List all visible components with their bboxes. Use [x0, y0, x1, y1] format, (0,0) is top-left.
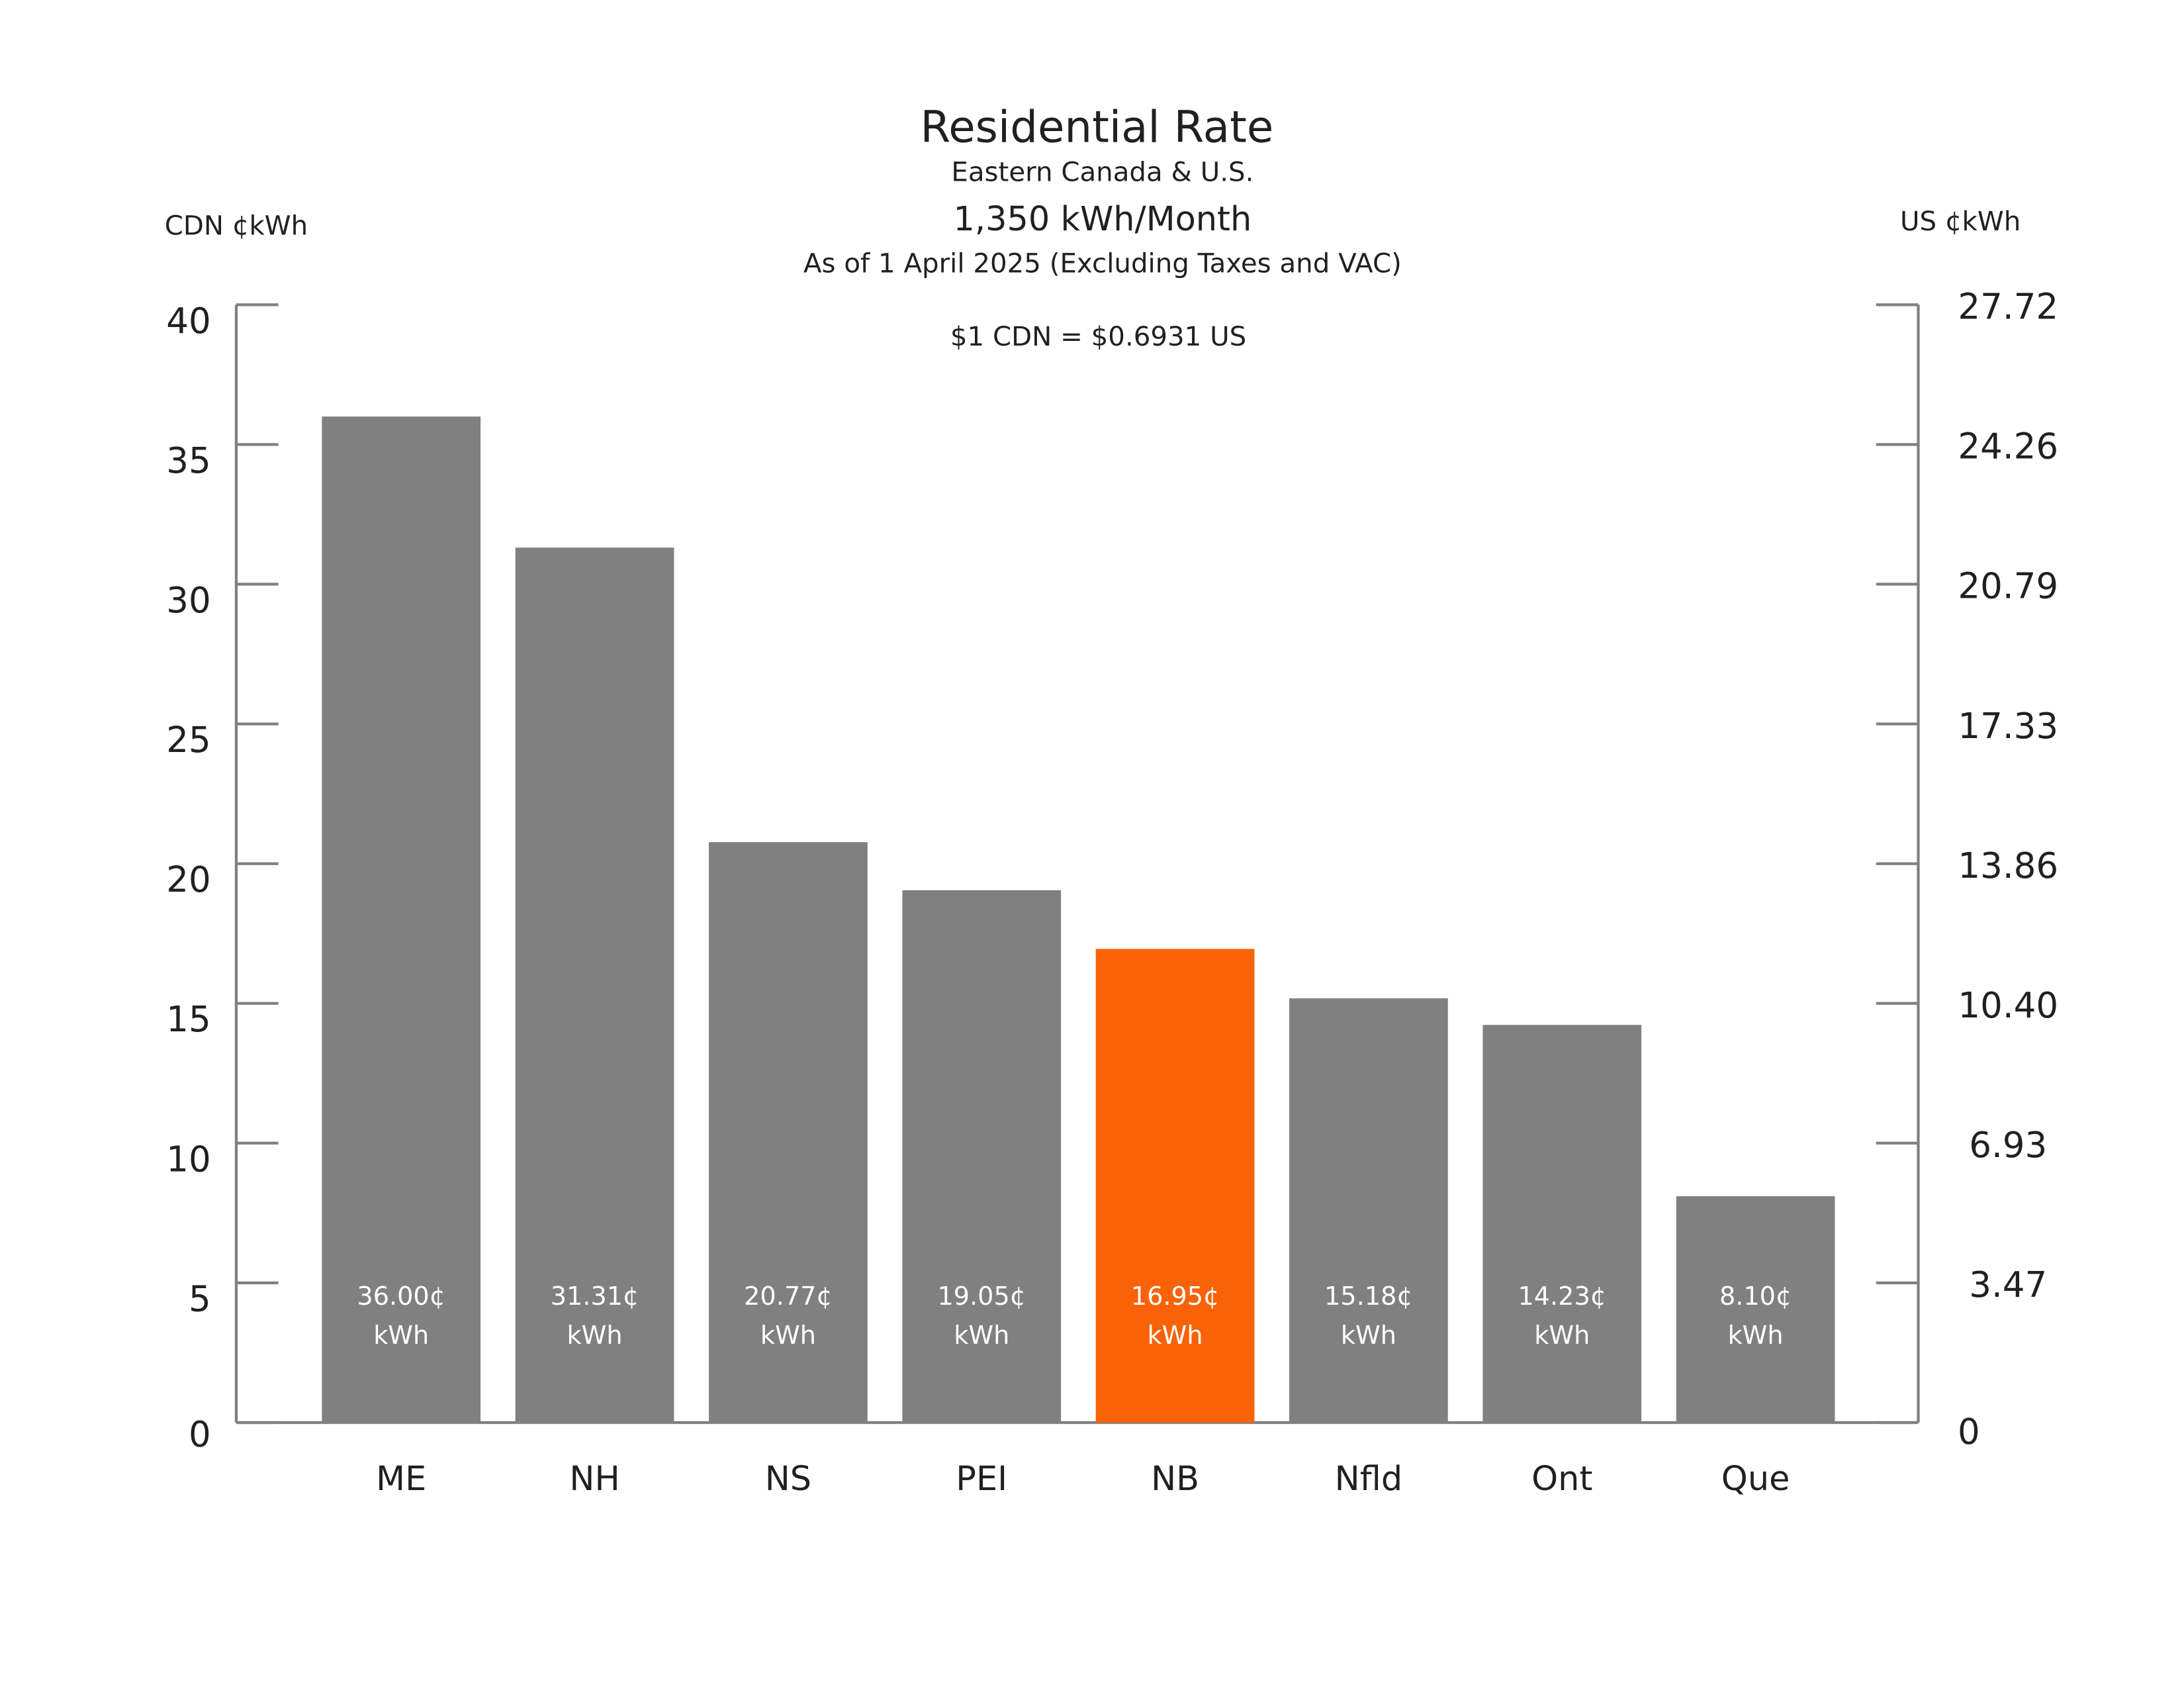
bar-unit-label: kWh — [760, 1321, 816, 1350]
x-tick-label: PEI — [956, 1460, 1007, 1499]
y-axis-right-label: US ¢kWh — [1900, 206, 2021, 237]
bar-me — [322, 416, 481, 1423]
x-tick-label: Que — [1721, 1460, 1790, 1499]
y-tick-label-right: 13.86 — [1958, 845, 2058, 886]
bar-value-label: 19.05¢ — [937, 1282, 1026, 1311]
bar-value-label: 36.00¢ — [357, 1282, 445, 1311]
y-tick-label-left: 30 — [166, 580, 210, 621]
x-tick-label: NH — [569, 1460, 619, 1499]
x-tick-label: Ont — [1531, 1460, 1592, 1499]
chart-subtitle-region: Eastern Canada & U.S. — [951, 157, 1253, 188]
bar-nb — [1095, 949, 1255, 1423]
y-tick-label-left: 0 — [189, 1414, 211, 1455]
bar-que — [1676, 1196, 1835, 1423]
bar-value-label: 16.95¢ — [1131, 1282, 1220, 1311]
x-tick-label: NB — [1151, 1460, 1199, 1499]
y-tick-label-right: 3.47 — [1969, 1264, 2047, 1305]
bar-value-label: 15.18¢ — [1324, 1282, 1413, 1311]
bar-unit-label: kWh — [1728, 1321, 1784, 1350]
y-tick-label-left: 5 — [189, 1278, 211, 1319]
y-tick-label-left: 15 — [166, 999, 210, 1040]
y-tick-label-left: 35 — [166, 440, 210, 481]
y-tick-label-right: 0 — [1958, 1411, 1980, 1452]
bar-unit-label: kWh — [1148, 1321, 1203, 1350]
bar-nh — [515, 547, 674, 1423]
y-tick-label-right: 6.93 — [1969, 1125, 2047, 1166]
y-tick-label-right: 27.72 — [1958, 287, 2058, 328]
y-axis-left-label: CDN ¢kWh — [165, 210, 308, 241]
bar-pei — [902, 890, 1062, 1423]
y-tick-label-right: 10.40 — [1958, 985, 2058, 1026]
y-tick-label-left: 20 — [166, 859, 210, 900]
x-tick-label: ME — [376, 1460, 426, 1499]
bar-nfld — [1289, 998, 1448, 1423]
bar-unit-label: kWh — [1534, 1321, 1590, 1350]
y-tick-label-left: 25 — [166, 720, 210, 761]
bar-value-label: 14.23¢ — [1518, 1282, 1606, 1311]
y-tick-label-right: 20.79 — [1958, 566, 2058, 607]
bar-ont — [1482, 1025, 1642, 1423]
bar-ns — [709, 842, 868, 1423]
chart-subtitle-date: As of 1 April 2025 (Excluding Taxes and … — [803, 248, 1402, 279]
x-tick-label: Nfld — [1335, 1460, 1402, 1499]
chart-subtitle-usage: 1,350 kWh/Month — [954, 200, 1252, 239]
y-tick-label-left: 40 — [166, 301, 210, 342]
x-tick-label: NS — [765, 1460, 811, 1499]
exchange-rate-note: $1 CDN = $0.6931 US — [950, 321, 1246, 352]
chart-title: Residential Rate — [921, 101, 1274, 152]
y-tick-label-right: 24.26 — [1958, 426, 2058, 467]
bar-unit-label: kWh — [954, 1321, 1009, 1350]
y-tick-label-right: 17.33 — [1958, 706, 2058, 747]
bar-unit-label: kWh — [1341, 1321, 1396, 1350]
y-tick-label-left: 10 — [166, 1139, 210, 1180]
bar-value-label: 31.31¢ — [551, 1282, 639, 1311]
bar-value-label: 8.10¢ — [1719, 1282, 1792, 1311]
bar-value-label: 20.77¢ — [744, 1282, 833, 1311]
bar-unit-label: kWh — [567, 1321, 623, 1350]
bar-unit-label: kWh — [373, 1321, 429, 1350]
